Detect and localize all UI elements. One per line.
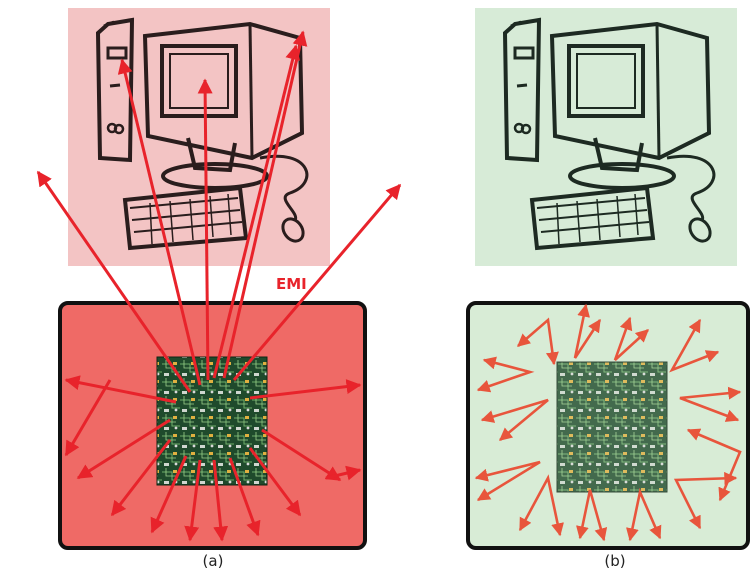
emi-arrows <box>36 30 402 542</box>
emi-label: EMI <box>276 275 307 293</box>
caption-a: (a) <box>203 552 224 570</box>
panel-b: (b) <box>466 8 750 570</box>
panel-b-background <box>475 8 737 266</box>
circuit-board-icon-a <box>156 356 268 486</box>
panel-a: EMI (a) <box>36 8 402 570</box>
circuit-board-icon-b <box>556 361 668 493</box>
contained-arrows <box>474 303 742 542</box>
caption-b: (b) <box>604 552 625 570</box>
